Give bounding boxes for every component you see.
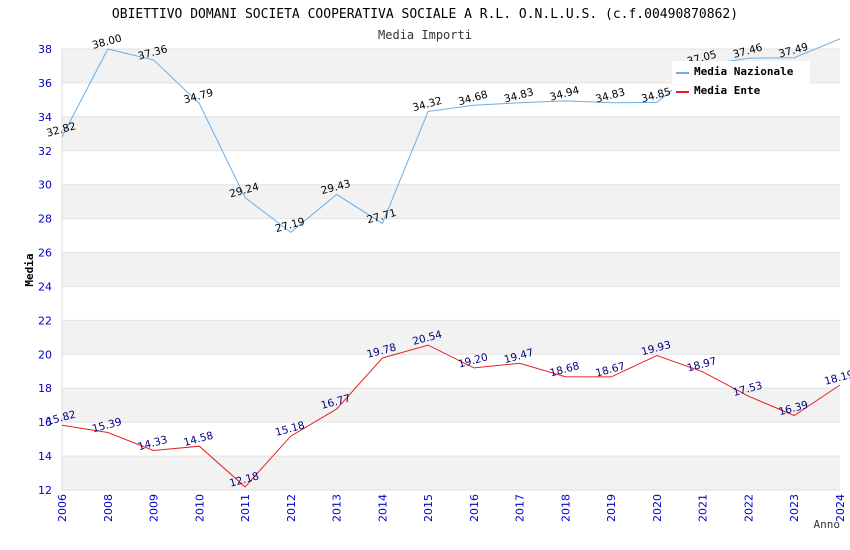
x-tick-label: 2024 (834, 494, 847, 522)
x-tick-label: 2008 (102, 494, 115, 522)
legend-label-media-nazionale: Media Nazionale (694, 65, 794, 78)
y-tick-label: 20 (38, 348, 52, 361)
y-tick-label: 30 (38, 179, 52, 192)
x-axis-label: Anno (814, 518, 841, 531)
data-label: 34.32 (411, 95, 443, 114)
y-tick-label: 38 (38, 43, 52, 56)
x-tick-labels: 2006 2008 2009 2010 2011 2012 2013 2014 2015 2016… (56, 494, 847, 522)
y-tick-label: 12 (38, 484, 52, 497)
grid-band (62, 252, 840, 287)
legend: Media Nazionale Media Ente (672, 61, 810, 101)
x-tick-label: 2020 (651, 494, 664, 522)
y-tick-label: 16 (38, 416, 52, 429)
x-tick-label: 2010 (193, 494, 206, 522)
series-line-media-ente (61, 344, 841, 488)
x-tick-label: 2018 (559, 494, 572, 522)
y-tick-label: 28 (38, 213, 52, 226)
legend-label-media-ente: Media Ente (694, 84, 761, 97)
y-tick-label: 22 (38, 314, 52, 327)
data-label: 15.82 (45, 409, 77, 428)
x-tick-label: 2021 (697, 494, 710, 522)
grid-band (62, 116, 840, 151)
y-tick-label: 14 (38, 450, 52, 463)
y-tick-label: 36 (38, 77, 52, 90)
y-tick-label: 24 (38, 280, 52, 293)
x-tick-label: 2012 (285, 494, 298, 522)
x-tick-label: 2011 (239, 494, 252, 522)
grid-band (62, 456, 840, 490)
x-tick-label: 2016 (468, 494, 481, 522)
y-tick-label: 32 (38, 145, 52, 158)
y-tick-label: 18 (38, 382, 52, 395)
y-axis-label: Media (23, 253, 36, 286)
x-tick-label: 2022 (742, 494, 755, 522)
x-tick-label: 2017 (514, 494, 527, 522)
x-tick-label: 2014 (376, 494, 389, 522)
grid-band (62, 320, 840, 355)
x-tick-label: 2019 (605, 494, 618, 522)
data-label: 18.19 (823, 368, 850, 387)
y-tick-label: 26 (38, 247, 52, 260)
grid-band (62, 388, 840, 423)
grid-lines (62, 48, 840, 491)
legend-box (672, 61, 810, 101)
chart-subtitle: Media Importi (378, 28, 472, 42)
x-tick-label: 2023 (788, 494, 801, 522)
grid-band (62, 184, 840, 219)
y-tick-labels: 12 14 16 18 20 22 24 26 28 30 32 34 36 38 (38, 43, 52, 497)
data-labels: 32.8238.0037.3634.7929.2427.1929.4327.71… (45, 32, 850, 489)
x-tick-label: 2013 (331, 494, 344, 522)
x-tick-label: 2006 (56, 494, 69, 522)
x-tick-label: 2009 (148, 494, 161, 522)
axes (61, 49, 840, 491)
chart-title: OBIETTIVO DOMANI SOCIETA COOPERATIVA SOC… (112, 7, 738, 22)
grid-bands (62, 49, 840, 490)
x-tick-label: 2015 (422, 494, 435, 522)
y-tick-label: 34 (38, 111, 52, 124)
